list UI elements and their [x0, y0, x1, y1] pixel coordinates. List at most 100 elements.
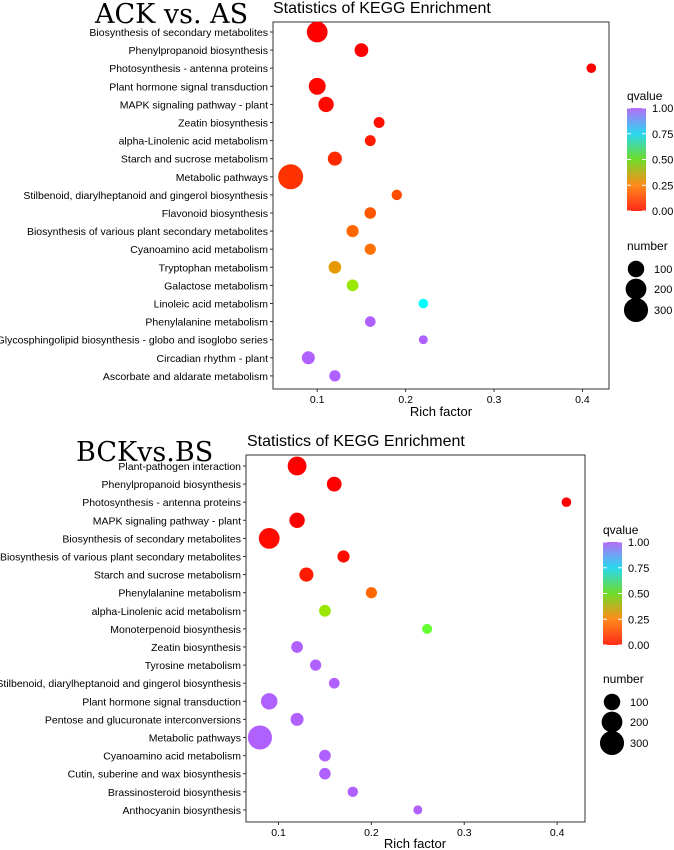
- data-point: [247, 725, 272, 750]
- pathway-label: Stilbenoid, diarylheptanoid and gingerol…: [23, 190, 268, 202]
- pathway-label: Phenylpropanoid biosynthesis: [128, 45, 268, 57]
- data-point: [364, 207, 377, 219]
- pathway-label: Anthocyanin biosynthesis: [123, 805, 242, 817]
- pathway-label: MAPK signaling pathway - plant: [120, 99, 268, 111]
- data-point: [301, 351, 315, 365]
- colorbar-tick-label: 0.00: [628, 640, 649, 652]
- x-tick-label: 0.4: [550, 827, 565, 839]
- data-point: [310, 659, 322, 671]
- x-tick-label: 0.2: [364, 827, 379, 839]
- qvalue-ticks: 0.00 0.25 0.50 0.75 1.00: [603, 537, 649, 652]
- data-point: [287, 456, 307, 476]
- data-points: [278, 21, 597, 382]
- data-point: [364, 243, 376, 255]
- qvalue-legend-title: qvalue: [603, 523, 639, 537]
- size-legend-dot: [627, 260, 645, 278]
- pathway-label: Flavonoid biosynthesis: [162, 208, 268, 220]
- number-legend-title: number: [603, 672, 644, 686]
- data-point: [418, 298, 429, 309]
- data-point: [291, 641, 303, 653]
- data-point: [413, 805, 423, 815]
- qvalue-colorbar: [603, 542, 622, 645]
- data-point: [391, 189, 403, 201]
- chart-title: Statistics of KEGG Enrichment: [273, 0, 491, 17]
- pathway-labels: Plant-pathogen interaction Phenylpropanoi…: [0, 461, 246, 817]
- data-point: [327, 151, 342, 166]
- qvalue-legend-title: qvalue: [627, 89, 663, 103]
- panel-label: ACK vs. AS: [94, 0, 248, 30]
- size-legend-label: 300: [630, 738, 648, 750]
- pathway-label: Phenylalanine metabolism: [118, 588, 241, 600]
- size-legend-label: 100: [630, 697, 648, 709]
- pathway-label: Cutin, suberine and wax biosynthesis: [68, 769, 241, 781]
- data-point: [328, 260, 342, 274]
- data-point: [278, 164, 304, 190]
- colorbar-tick-label: 1.00: [628, 537, 649, 549]
- colorbar-tick-label: 0.75: [652, 129, 673, 141]
- data-point: [326, 476, 342, 492]
- data-point: [319, 749, 331, 762]
- pathway-label: Phenylpropanoid biosynthesis: [101, 479, 241, 491]
- plot-frame: [245, 454, 586, 823]
- number-legend: number 100 200 300: [623, 239, 672, 323]
- qvalue-colorbar: [627, 108, 646, 211]
- pathway-labels: Biosynthesis of secondary metabolites Phe…: [0, 27, 273, 383]
- data-point: [306, 21, 328, 43]
- pathway-label: Plant-pathogen interaction: [118, 461, 241, 473]
- pathway-label: Metabolic pathways: [176, 172, 268, 184]
- colorbar-tick-label: 0.25: [652, 180, 673, 192]
- colorbar-tick-label: 0.00: [652, 206, 673, 218]
- pathway-label: Stilbenoid, diarylheptanoid and gingerol…: [0, 678, 241, 690]
- number-legend-title: number: [627, 239, 668, 253]
- pathway-label: Linoleic acid metabolism: [154, 299, 269, 311]
- pathway-label: alpha-Linolenic acid metabolism: [92, 606, 242, 618]
- pathway-label: Zeatin biosynthesis: [151, 642, 241, 654]
- data-point: [364, 316, 376, 327]
- data-point: [561, 497, 572, 508]
- data-point: [318, 96, 334, 113]
- panel-label: BCKvs.BS: [76, 437, 213, 468]
- size-legend-label: 200: [654, 284, 672, 296]
- data-point: [373, 117, 385, 128]
- x-tick-label: 0.4: [575, 394, 590, 406]
- data-point: [422, 623, 433, 634]
- data-point: [258, 528, 280, 549]
- pathway-label: Plant hormone signal transduction: [82, 696, 241, 708]
- qvalue-legend: qvalue 0.00 0.25 0.50 0.75 1.00: [603, 523, 649, 652]
- size-legend-dot: [599, 730, 625, 756]
- data-point: [260, 693, 278, 710]
- pathway-label: Biosynthesis of secondary metabolites: [62, 533, 241, 545]
- data-point: [347, 786, 359, 798]
- size-legend-dot: [623, 297, 649, 323]
- pathway-label: Galactose metabolism: [164, 280, 268, 292]
- pathway-label: Photosynthesis - antenna proteins: [82, 497, 241, 509]
- pathway-label: Biosynthesis of various plant secondary …: [27, 226, 268, 238]
- pathway-label: Brassinosteroid biosynthesis: [108, 787, 241, 799]
- data-point: [346, 225, 359, 238]
- pathway-label: Circadian rhythm - plant: [157, 353, 269, 365]
- colorbar-tick-label: 0.25: [628, 614, 649, 626]
- data-points: [247, 456, 572, 815]
- data-point: [328, 677, 340, 689]
- pathway-label: Starch and sucrose metabolism: [121, 154, 268, 166]
- data-point: [337, 550, 350, 563]
- size-legend-label: 200: [630, 717, 648, 729]
- pathway-label: Starch and sucrose metabolism: [94, 570, 241, 582]
- x-tick-label: 0.2: [398, 394, 413, 406]
- pathway-label: alpha-Linolenic acid metabolism: [119, 136, 269, 148]
- data-point: [290, 712, 304, 726]
- data-point: [418, 335, 428, 345]
- pathway-label: MAPK signaling pathway - plant: [93, 515, 241, 527]
- panel-ack-vs-as: ACK vs. AS Statistics of KEGG Enrichment…: [0, 0, 673, 419]
- x-axis-ticks: 0.1 0.2 0.3 0.4: [271, 822, 565, 839]
- size-legend-dot: [603, 693, 621, 711]
- number-legend-items: 100 200 300: [599, 693, 648, 756]
- number-legend-items: 100 200 300: [623, 260, 672, 323]
- data-point: [346, 279, 359, 292]
- colorbar-tick-label: 0.50: [628, 589, 649, 601]
- x-axis-label: Rich factor: [410, 404, 473, 419]
- pathway-label: Monoterpenoid biosynthesis: [110, 624, 241, 636]
- number-legend: number 100 200 300: [599, 672, 648, 756]
- pathway-label: Phenylalanine metabolism: [145, 317, 268, 329]
